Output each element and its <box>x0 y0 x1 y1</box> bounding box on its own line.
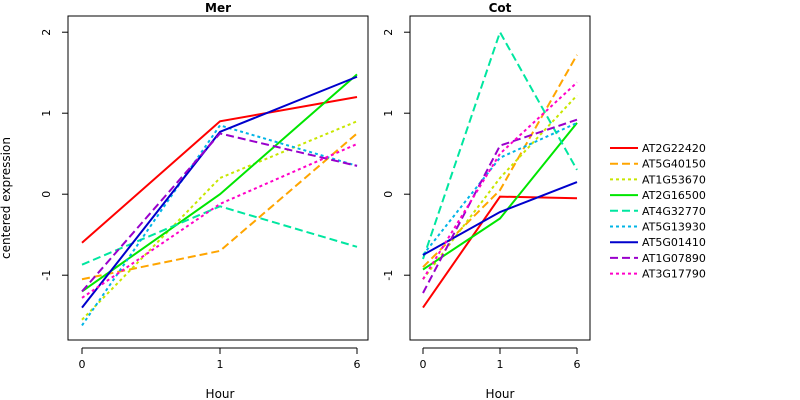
y-tick-label: 1 <box>40 110 53 117</box>
legend-label-at1g07890: AT1G07890 <box>642 252 706 265</box>
series-line-at1g53670-mer <box>81 120 358 321</box>
x-tick-label: 0 <box>79 358 86 371</box>
x-tick-label: 1 <box>497 358 504 371</box>
legend-label-at2g16500: AT2G16500 <box>642 189 706 202</box>
y-tick-label: -1 <box>40 270 53 281</box>
legend-label-at5g01410: AT5G01410 <box>642 236 706 249</box>
series-line-at5g40150-cot <box>422 54 578 268</box>
x-tick-label: 0 <box>420 358 427 371</box>
y-tick-label: 0 <box>382 191 395 198</box>
series-line-at1g07890-mer <box>81 132 358 293</box>
y-axis-title: centered expression <box>0 137 13 259</box>
series-line-at1g07890-cot <box>422 118 578 294</box>
x-tick-label: 6 <box>354 358 361 371</box>
x-axis-title: Hour <box>206 387 235 400</box>
panel-title-cot: Cot <box>489 1 512 15</box>
y-tick-label: -1 <box>382 270 395 281</box>
y-tick-label: 2 <box>40 29 53 36</box>
series-line-at3g17790-cot <box>422 81 578 280</box>
y-tick-label: 1 <box>382 110 395 117</box>
series-line-at2g22420-cot <box>422 195 578 309</box>
series-line-at5g13930-cot <box>422 122 578 256</box>
series-line-at5g13930-mer <box>81 124 358 326</box>
series-line-at2g22420-mer <box>81 96 358 244</box>
series-line-at2g16500-mer <box>81 73 358 293</box>
legend-label-at5g40150: AT5G40150 <box>642 158 706 171</box>
legend-label-at5g13930: AT5G13930 <box>642 221 706 234</box>
legend-label-at1g53670: AT1G53670 <box>642 173 706 186</box>
x-axis-title: Hour <box>486 387 515 400</box>
legend-label-at4g32770: AT4G32770 <box>642 205 706 218</box>
legend-label-at2g22420: AT2G22420 <box>642 142 706 155</box>
series-line-at5g01410-mer <box>81 75 358 309</box>
series-line-at4g32770-mer <box>81 205 358 266</box>
series-line-at1g53670-cot <box>422 94 578 280</box>
y-tick-label: 2 <box>382 29 395 36</box>
series-line-at3g17790-mer <box>81 143 358 299</box>
panel-title-mer: Mer <box>205 1 231 15</box>
x-tick-label: 1 <box>217 358 224 371</box>
series-line-at5g01410-cot <box>422 181 578 256</box>
x-tick-label: 6 <box>574 358 581 371</box>
plot-frame-mer <box>67 15 369 341</box>
y-tick-label: 0 <box>40 191 53 198</box>
legend-label-at3g17790: AT3G17790 <box>642 268 706 281</box>
series-line-at2g16500-cot <box>422 122 578 271</box>
series-line-at4g32770-cot <box>422 29 578 260</box>
